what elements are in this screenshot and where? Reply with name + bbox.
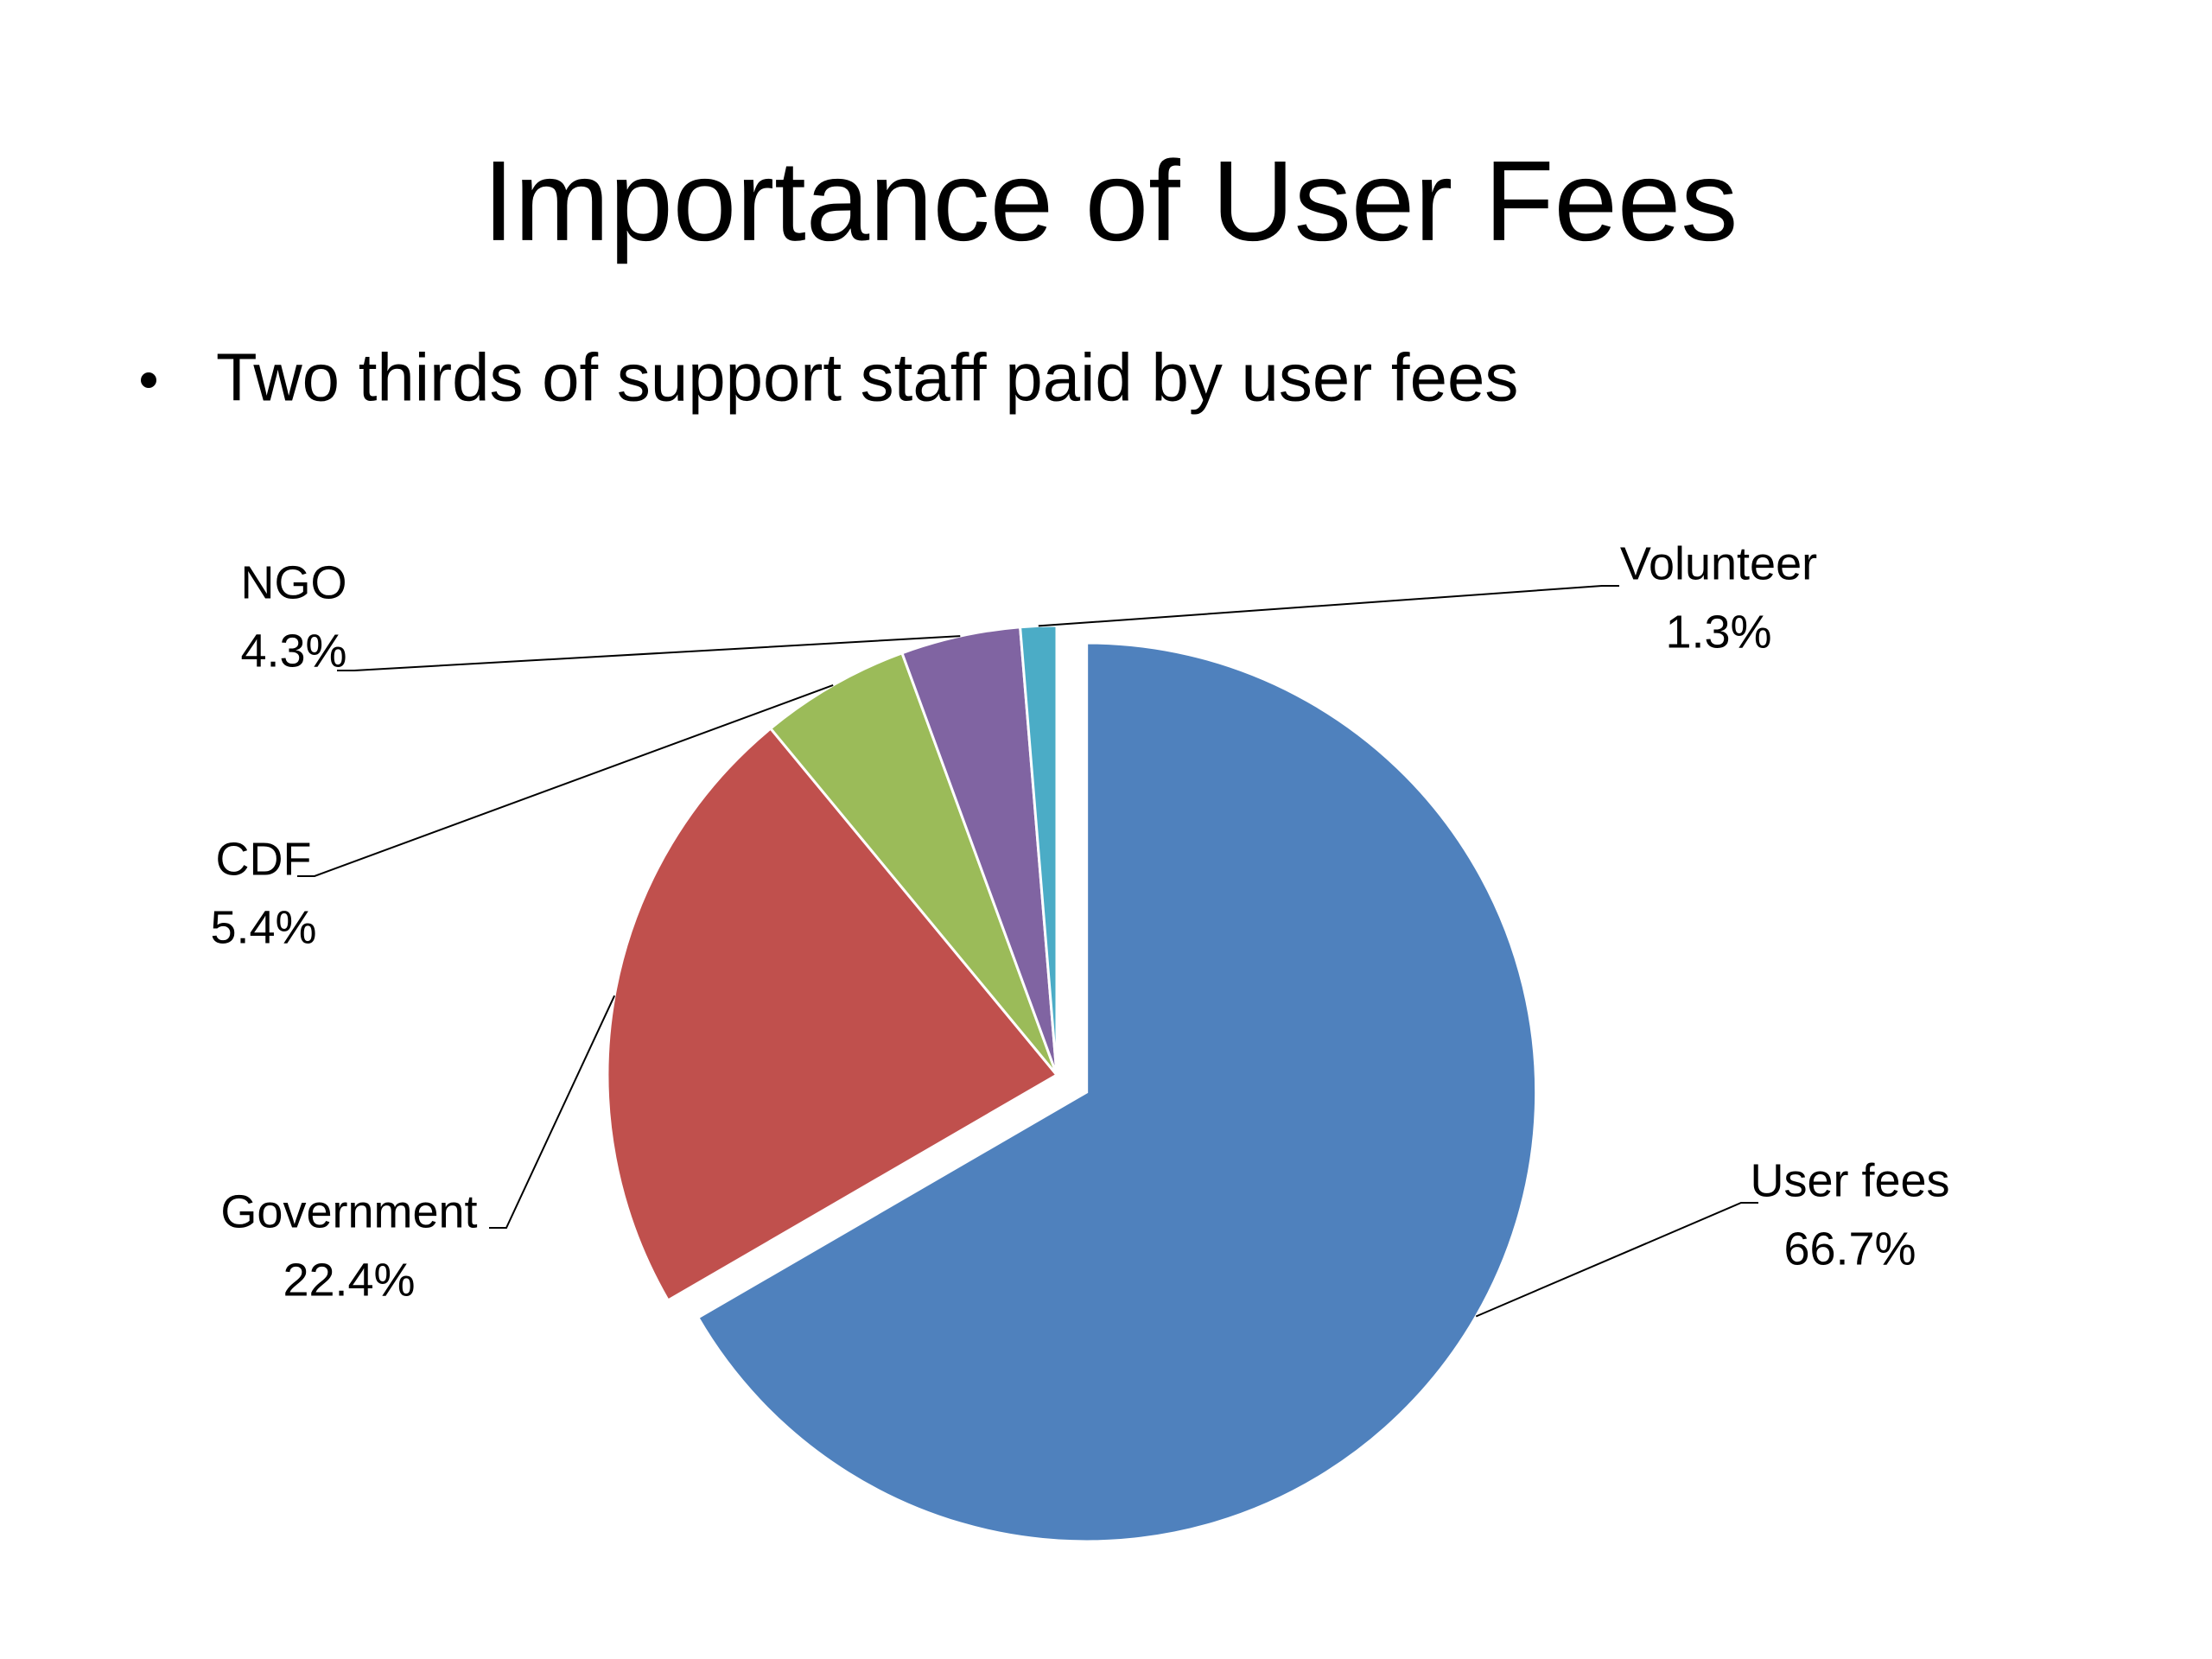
leader-line — [489, 995, 616, 1229]
data-label-value: 66.7% — [1783, 1223, 1916, 1274]
data-label-name: NGO — [240, 556, 346, 608]
bullet-text: Two thirds of support staff paid by user… — [216, 340, 1518, 416]
data-label-value: 4.3% — [240, 625, 346, 677]
data-label-value: 1.3% — [1665, 606, 1771, 658]
leader-line — [337, 635, 961, 671]
leader-line — [297, 684, 834, 877]
data-label-value: 22.4% — [283, 1254, 415, 1306]
chart-title: Importance of User Fees — [483, 137, 1738, 264]
data-label-value: 5.4% — [210, 901, 316, 953]
pie-slice — [606, 726, 1059, 1302]
pie-slice — [696, 641, 1538, 1543]
leader-line — [1038, 585, 1619, 627]
data-label-name: Volunteer — [1620, 537, 1817, 589]
pie-slice — [768, 651, 1058, 1076]
data-label-name: User fees — [1750, 1154, 1949, 1206]
bullet — [141, 372, 156, 388]
data-label-name: Government — [220, 1185, 477, 1237]
leader-line — [1475, 1202, 1758, 1318]
data-label-name: CDF — [216, 833, 312, 885]
